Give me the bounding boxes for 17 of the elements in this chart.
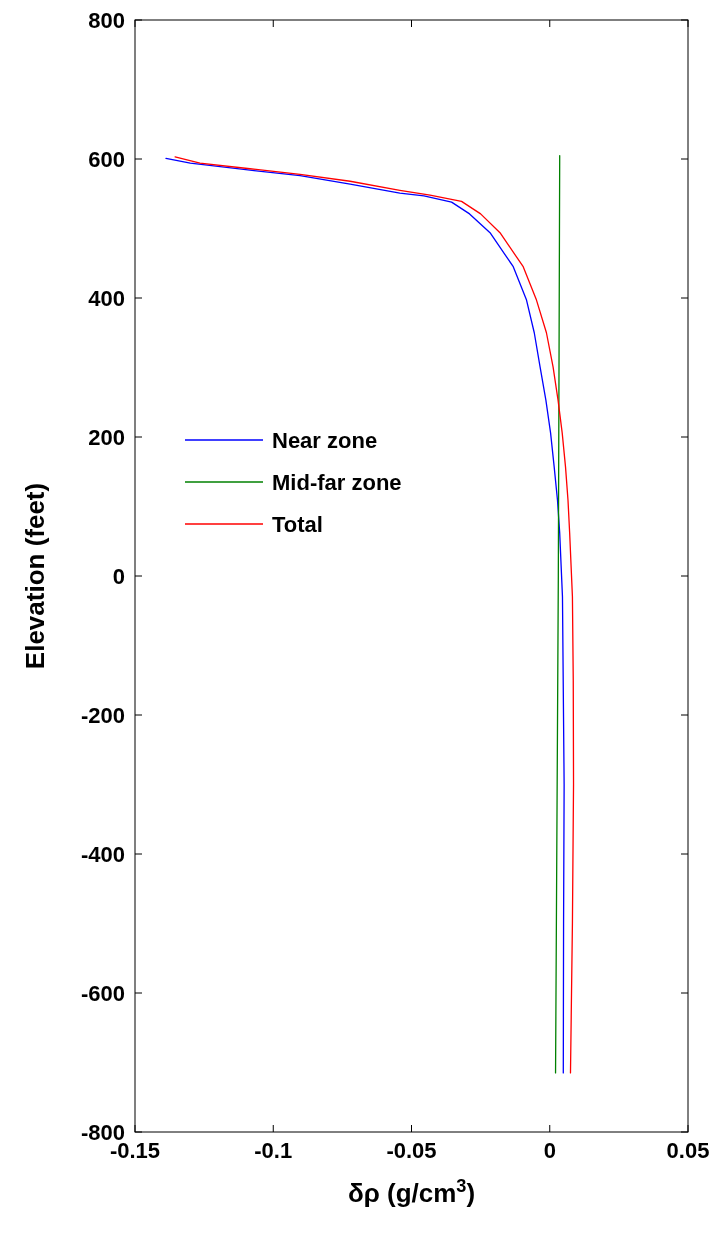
y-tick-label: -200 — [80, 703, 125, 728]
x-tick-label: -0.05 — [386, 1138, 437, 1163]
y-tick-label: 400 — [88, 286, 125, 311]
x-tick-label: 0 — [543, 1138, 556, 1163]
y-tick-label: 200 — [88, 425, 125, 450]
x-axis-title: δρ (g/cm$^{3}$) — [347, 1176, 476, 1208]
y-tick-label: 600 — [88, 147, 125, 172]
legend-label: Mid-far zone — [272, 470, 402, 495]
legend-label: Total — [272, 512, 323, 537]
y-tick-label: -400 — [80, 842, 125, 867]
y-tick-label: -600 — [80, 981, 125, 1006]
y-tick-label: 0 — [112, 564, 125, 589]
x-tick-label: 0.05 — [666, 1138, 710, 1163]
y-tick-label: 800 — [88, 8, 125, 33]
y-axis-title: Elevation (feet) — [20, 482, 50, 670]
legend-label: Near zone — [272, 428, 378, 453]
x-tick-label: -0.1 — [254, 1138, 293, 1163]
